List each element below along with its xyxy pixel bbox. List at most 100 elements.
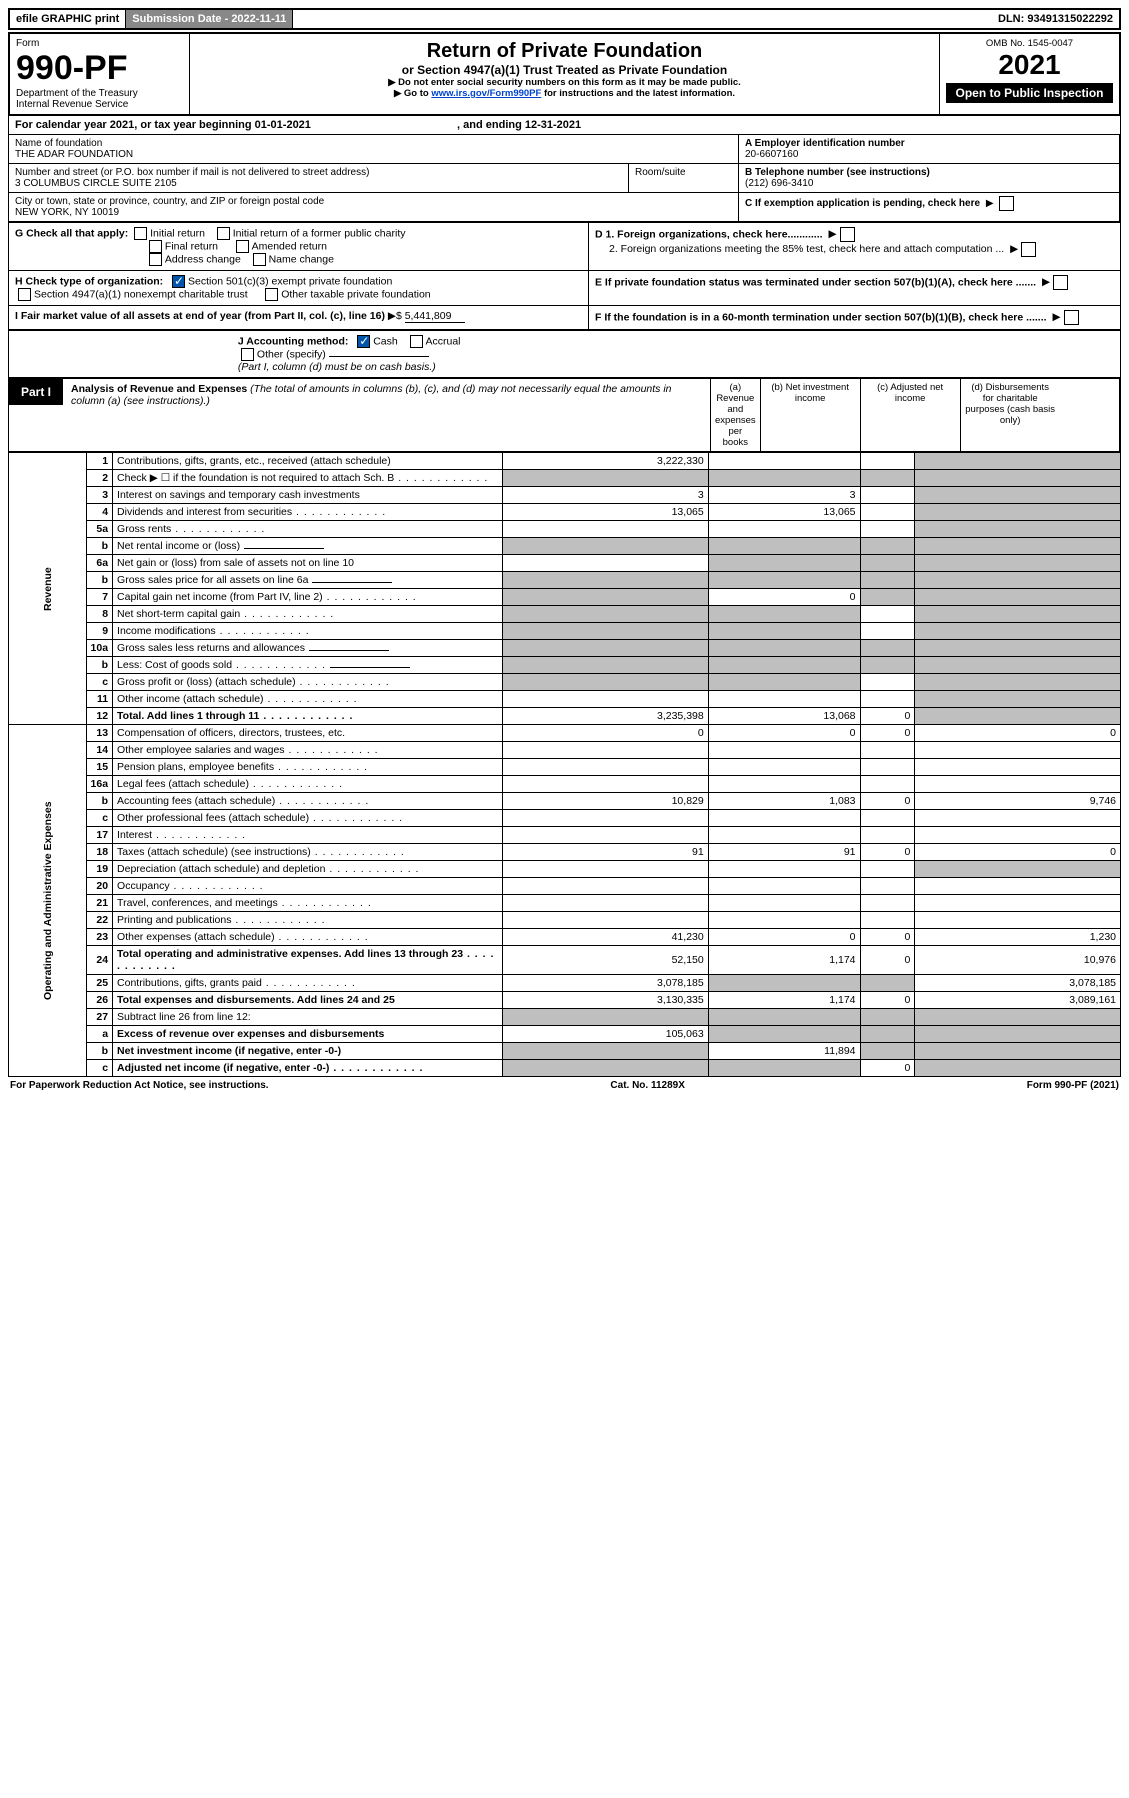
j-cash-checkbox[interactable] (357, 335, 370, 348)
line-description: Excess of revenue over expenses and disb… (113, 1026, 503, 1043)
irs-link[interactable]: www.irs.gov/Form990PF (431, 88, 541, 99)
value-cell: 3,089,161 (915, 992, 1121, 1009)
table-row: 8Net short-term capital gain (9, 606, 1121, 623)
foundation-name: THE ADAR FOUNDATION (15, 149, 732, 160)
value-cell (915, 759, 1121, 776)
value-cell: 0 (708, 589, 860, 606)
g-address-change-checkbox[interactable] (149, 253, 162, 266)
footer-paperwork: For Paperwork Reduction Act Notice, see … (10, 1080, 269, 1091)
g-amended-checkbox[interactable] (236, 240, 249, 253)
value-cell (708, 555, 860, 572)
line-number: 7 (86, 589, 113, 606)
table-row: 21Travel, conferences, and meetings (9, 895, 1121, 912)
inline-amount-field[interactable] (309, 650, 389, 651)
value-cell (860, 810, 915, 827)
table-row: 25Contributions, gifts, grants paid3,078… (9, 975, 1121, 992)
arrow-icon: ▶ (1010, 243, 1018, 255)
d2-checkbox[interactable] (1021, 242, 1036, 257)
line-description: Other income (attach schedule) (113, 691, 503, 708)
value-cell: 0 (860, 708, 915, 725)
table-row: 14Other employee salaries and wages (9, 742, 1121, 759)
value-cell: 3 (503, 487, 709, 504)
table-row: 2Check ▶ ☐ if the foundation is not requ… (9, 470, 1121, 487)
inline-amount-field[interactable] (244, 548, 324, 549)
table-row: Operating and Administrative Expenses13C… (9, 725, 1121, 742)
table-row: 4Dividends and interest from securities1… (9, 504, 1121, 521)
value-cell (503, 912, 709, 929)
value-cell (860, 487, 915, 504)
value-cell (503, 895, 709, 912)
g-final-return-checkbox[interactable] (149, 240, 162, 253)
h-501c3-checkbox[interactable] (172, 275, 185, 288)
inline-amount-field[interactable] (330, 667, 410, 668)
value-cell (503, 538, 709, 555)
g-opt-name: Name change (269, 253, 334, 265)
e-checkbox[interactable] (1053, 275, 1068, 290)
value-cell (708, 640, 860, 657)
value-cell (503, 606, 709, 623)
dept-irs: Internal Revenue Service (16, 99, 183, 110)
value-cell (708, 606, 860, 623)
part1-heading: Analysis of Revenue and Expenses (71, 383, 247, 395)
value-cell (915, 827, 1121, 844)
table-row: 11Other income (attach schedule) (9, 691, 1121, 708)
value-cell: 105,063 (503, 1026, 709, 1043)
tax-year: 2021 (946, 49, 1113, 81)
value-cell: 0 (915, 725, 1121, 742)
j-other-checkbox[interactable] (241, 348, 254, 361)
line-description: Total operating and administrative expen… (113, 946, 503, 975)
value-cell: 91 (708, 844, 860, 861)
line-description: Net short-term capital gain (113, 606, 503, 623)
value-cell (915, 657, 1121, 674)
value-cell (708, 674, 860, 691)
efile-print[interactable]: efile GRAPHIC print (10, 10, 126, 28)
value-cell: 3,235,398 (503, 708, 709, 725)
value-cell: 3,078,185 (503, 975, 709, 992)
line-number: 9 (86, 623, 113, 640)
value-cell (708, 1009, 860, 1026)
room-suite-label: Room/suite (629, 164, 739, 193)
j-accrual-checkbox[interactable] (410, 335, 423, 348)
value-cell (915, 861, 1121, 878)
value-cell (708, 975, 860, 992)
d1-checkbox[interactable] (840, 227, 855, 242)
line-description: Total. Add lines 1 through 11 (113, 708, 503, 725)
line-number: b (86, 657, 113, 674)
value-cell (503, 878, 709, 895)
line-number: c (86, 674, 113, 691)
value-cell (708, 1060, 860, 1077)
address-value: 3 COLUMBUS CIRCLE SUITE 2105 (15, 178, 622, 189)
table-row: 15Pension plans, employee benefits (9, 759, 1121, 776)
g-initial-former-checkbox[interactable] (217, 227, 230, 240)
g-initial-return-checkbox[interactable] (134, 227, 147, 240)
value-cell (860, 572, 915, 589)
c-checkbox[interactable] (999, 196, 1014, 211)
value-cell (503, 589, 709, 606)
line-number: 20 (86, 878, 113, 895)
value-cell: 13,065 (708, 504, 860, 521)
value-cell (860, 674, 915, 691)
f-checkbox[interactable] (1064, 310, 1079, 325)
h-4947-checkbox[interactable] (18, 288, 31, 301)
value-cell (708, 572, 860, 589)
inline-amount-field[interactable] (312, 582, 392, 583)
h-other-checkbox[interactable] (265, 288, 278, 301)
value-cell (503, 1009, 709, 1026)
value-cell (708, 742, 860, 759)
opex-side-label: Operating and Administrative Expenses (9, 725, 87, 1077)
d2-label: 2. Foreign organizations meeting the 85%… (595, 243, 1004, 255)
table-row: 16aLegal fees (attach schedule) (9, 776, 1121, 793)
g-name-change-checkbox[interactable] (253, 253, 266, 266)
table-row: bNet investment income (if negative, ent… (9, 1043, 1121, 1060)
value-cell (915, 640, 1121, 657)
value-cell (503, 742, 709, 759)
value-cell (503, 861, 709, 878)
city-label: City or town, state or province, country… (15, 196, 732, 207)
j-other-specify[interactable] (329, 356, 429, 357)
g-opt-initial-former: Initial return of a former public charit… (233, 227, 406, 239)
value-cell (860, 912, 915, 929)
form-label: Form (16, 38, 183, 49)
line-description: Subtract line 26 from line 12: (113, 1009, 503, 1026)
i-fmv-value: 5,441,809 (405, 310, 465, 323)
j-other-label: Other (specify) (257, 348, 326, 360)
